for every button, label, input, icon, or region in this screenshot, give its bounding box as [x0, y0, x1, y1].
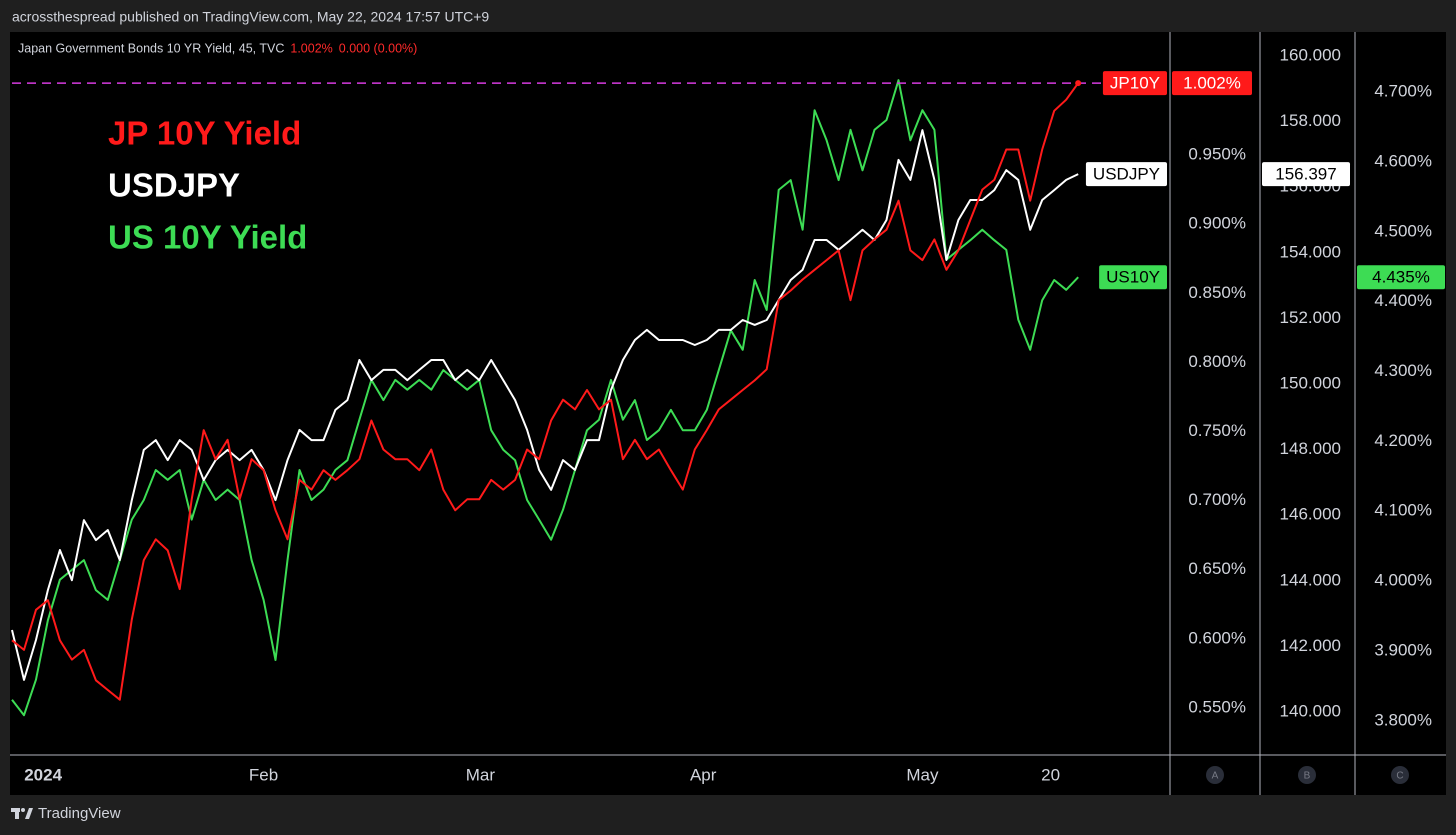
y-tick-label: 142.000 [1280, 636, 1341, 655]
legend-last: 1.002% [290, 41, 332, 55]
last-value-box [1172, 71, 1252, 96]
last-value-box [1262, 162, 1350, 187]
annotation: USDJPY [108, 167, 240, 204]
y-tick-label: 150.000 [1280, 373, 1341, 392]
axis-letter: A [1212, 771, 1219, 782]
series-name-label: US10Y [1106, 268, 1160, 287]
y-tick-label: 4.700% [1374, 82, 1432, 101]
y-tick-label: 154.000 [1280, 242, 1341, 261]
series-line [11, 82, 1080, 701]
x-tick-label: May [906, 765, 939, 784]
symbol-legend: Japan Government Bonds 10 YR Yield, 45, … [18, 41, 284, 55]
y-tick-label: 0.950% [1188, 145, 1246, 164]
axis-letter: C [1396, 771, 1403, 782]
y-tick-label: 4.300% [1374, 361, 1432, 380]
x-tick-label: Mar [466, 765, 496, 784]
y-tick-label: 4.100% [1374, 501, 1432, 520]
axis-badge [1206, 766, 1224, 784]
y-tick-label: 158.000 [1280, 111, 1341, 130]
x-tick-label: 20 [1041, 765, 1060, 784]
series-name-label: USDJPY [1093, 165, 1160, 184]
series-name-box [1099, 265, 1167, 290]
y-tick-label: 3.800% [1374, 710, 1432, 729]
last-value-label: 156.397 [1275, 165, 1336, 184]
axis-badge [1298, 766, 1316, 784]
y-tick-label: 4.600% [1374, 151, 1432, 170]
y-tick-label: 160.000 [1280, 45, 1341, 64]
y-tick-label: 0.600% [1188, 628, 1246, 647]
last-value-label: 1.002% [1183, 74, 1241, 93]
y-tick-label: 0.700% [1188, 490, 1246, 509]
y-tick-label: 0.550% [1188, 697, 1246, 716]
last-point [1075, 80, 1082, 87]
series-name-box [1102, 71, 1167, 96]
y-tick-label: 3.900% [1374, 640, 1432, 659]
axis-badge [1391, 766, 1409, 784]
series-name-label: JP10Y [1110, 74, 1160, 93]
x-tick-label: Apr [690, 765, 717, 784]
series-line [11, 129, 1079, 681]
y-tick-label: 4.400% [1374, 291, 1432, 310]
y-tick-label: 4.200% [1374, 431, 1432, 450]
legend-change: 0.000 (0.00%) [339, 41, 418, 55]
y-tick-label: 146.000 [1280, 505, 1341, 524]
axis-letter: B [1304, 771, 1311, 782]
last-value-box [1357, 265, 1445, 290]
brand-logo [11, 808, 33, 819]
y-tick-label: 144.000 [1280, 570, 1341, 589]
publisher-line: acrossthespread published on TradingView… [12, 9, 489, 25]
y-tick-label: 140.000 [1280, 702, 1341, 721]
y-tick-label: 4.500% [1374, 221, 1432, 240]
last-value-label: 4.435% [1372, 268, 1430, 287]
y-tick-label: 4.000% [1374, 571, 1432, 590]
chart-panel [10, 32, 1446, 795]
y-tick-label: 0.850% [1188, 283, 1246, 302]
y-tick-label: 148.000 [1280, 439, 1341, 458]
annotation: JP 10Y Yield [108, 115, 301, 152]
x-tick-label: Feb [249, 765, 278, 784]
y-tick-label: 0.800% [1188, 352, 1246, 371]
series-name-box [1085, 162, 1167, 187]
y-tick-label: 0.750% [1188, 421, 1246, 440]
y-tick-label: 0.650% [1188, 559, 1246, 578]
x-tick-label: 2024 [24, 765, 62, 784]
y-tick-label: 152.000 [1280, 308, 1341, 327]
brand-name: TradingView [38, 805, 121, 822]
y-tick-label: 0.900% [1188, 214, 1246, 233]
annotation: US 10Y Yield [108, 219, 307, 256]
